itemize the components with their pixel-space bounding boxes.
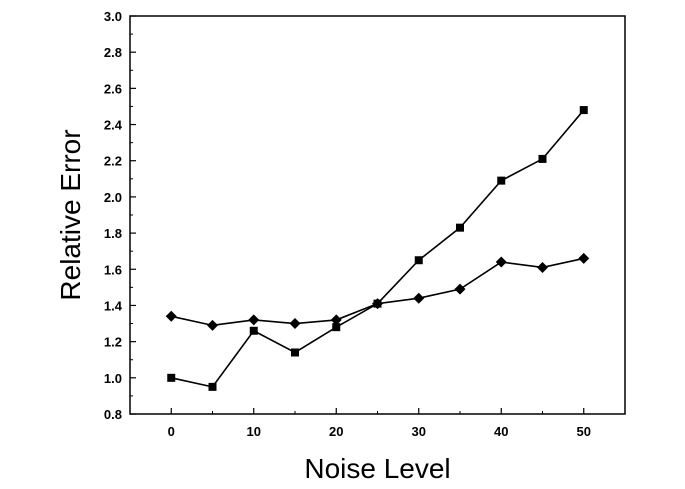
series-1-square-point (497, 176, 506, 185)
series-2-diamond-point (454, 283, 466, 295)
y-tick-label: 2.8 (104, 45, 122, 60)
x-tick-label: 20 (329, 424, 343, 439)
x-tick-label: 10 (247, 424, 261, 439)
y-tick-label: 1.4 (104, 298, 123, 313)
y-tick-label: 2.0 (104, 190, 122, 205)
y-tick-label: 1.6 (104, 262, 122, 277)
y-tick-label: 2.2 (104, 154, 122, 169)
series-2-diamond-point (495, 256, 507, 268)
series-2-diamond-point (248, 314, 260, 326)
series-2-diamond-point (207, 319, 218, 331)
series-2-diamond-point (372, 298, 383, 310)
series-2-diamond-point (289, 318, 301, 330)
y-tick-label: 2.4 (104, 118, 123, 133)
y-tick-label: 2.6 (104, 81, 122, 96)
y-tick-label: 1.0 (104, 371, 122, 386)
y-tick-label: 3.0 (104, 9, 122, 24)
y-tick-label: 1.8 (104, 226, 122, 241)
x-tick-label: 0 (168, 424, 175, 439)
x-axis-title: Noise Level (304, 453, 450, 484)
x-tick-label: 50 (577, 424, 591, 439)
y-tick-label: 1.2 (104, 335, 122, 350)
y-axis-title: Relative Error (55, 129, 86, 300)
series-1-square-point (414, 256, 423, 265)
series-1-square-point (208, 382, 217, 391)
series-1-square-point (167, 373, 176, 382)
series-2-diamond-point (413, 292, 425, 304)
series-2-diamond-point (330, 314, 342, 326)
plot-frame (129, 15, 626, 415)
series-1-square-point (291, 348, 299, 357)
series-1-square-point (456, 223, 464, 232)
series-1-square-point (579, 106, 588, 115)
series-1-line (171, 109, 585, 388)
series-1-square-point (249, 326, 258, 335)
axis-ticks: 0 10 20 30 40 50 0.8 1.0 1.2 1.4 1.6 1.8 2.0 2.2 2.4 2.… (104, 9, 591, 439)
series-1-square-point (332, 323, 341, 332)
series-2-line (171, 257, 584, 327)
x-tick-label: 40 (494, 424, 508, 439)
series-2-diamond-point (537, 261, 548, 273)
x-tick-label: 30 (412, 424, 426, 439)
y-tick-label: 0.8 (104, 407, 122, 422)
series-2-diamond-point (165, 310, 177, 322)
series-2-diamond-point (578, 252, 590, 264)
series-1-square-point (538, 154, 547, 163)
series-layer (165, 106, 590, 391)
